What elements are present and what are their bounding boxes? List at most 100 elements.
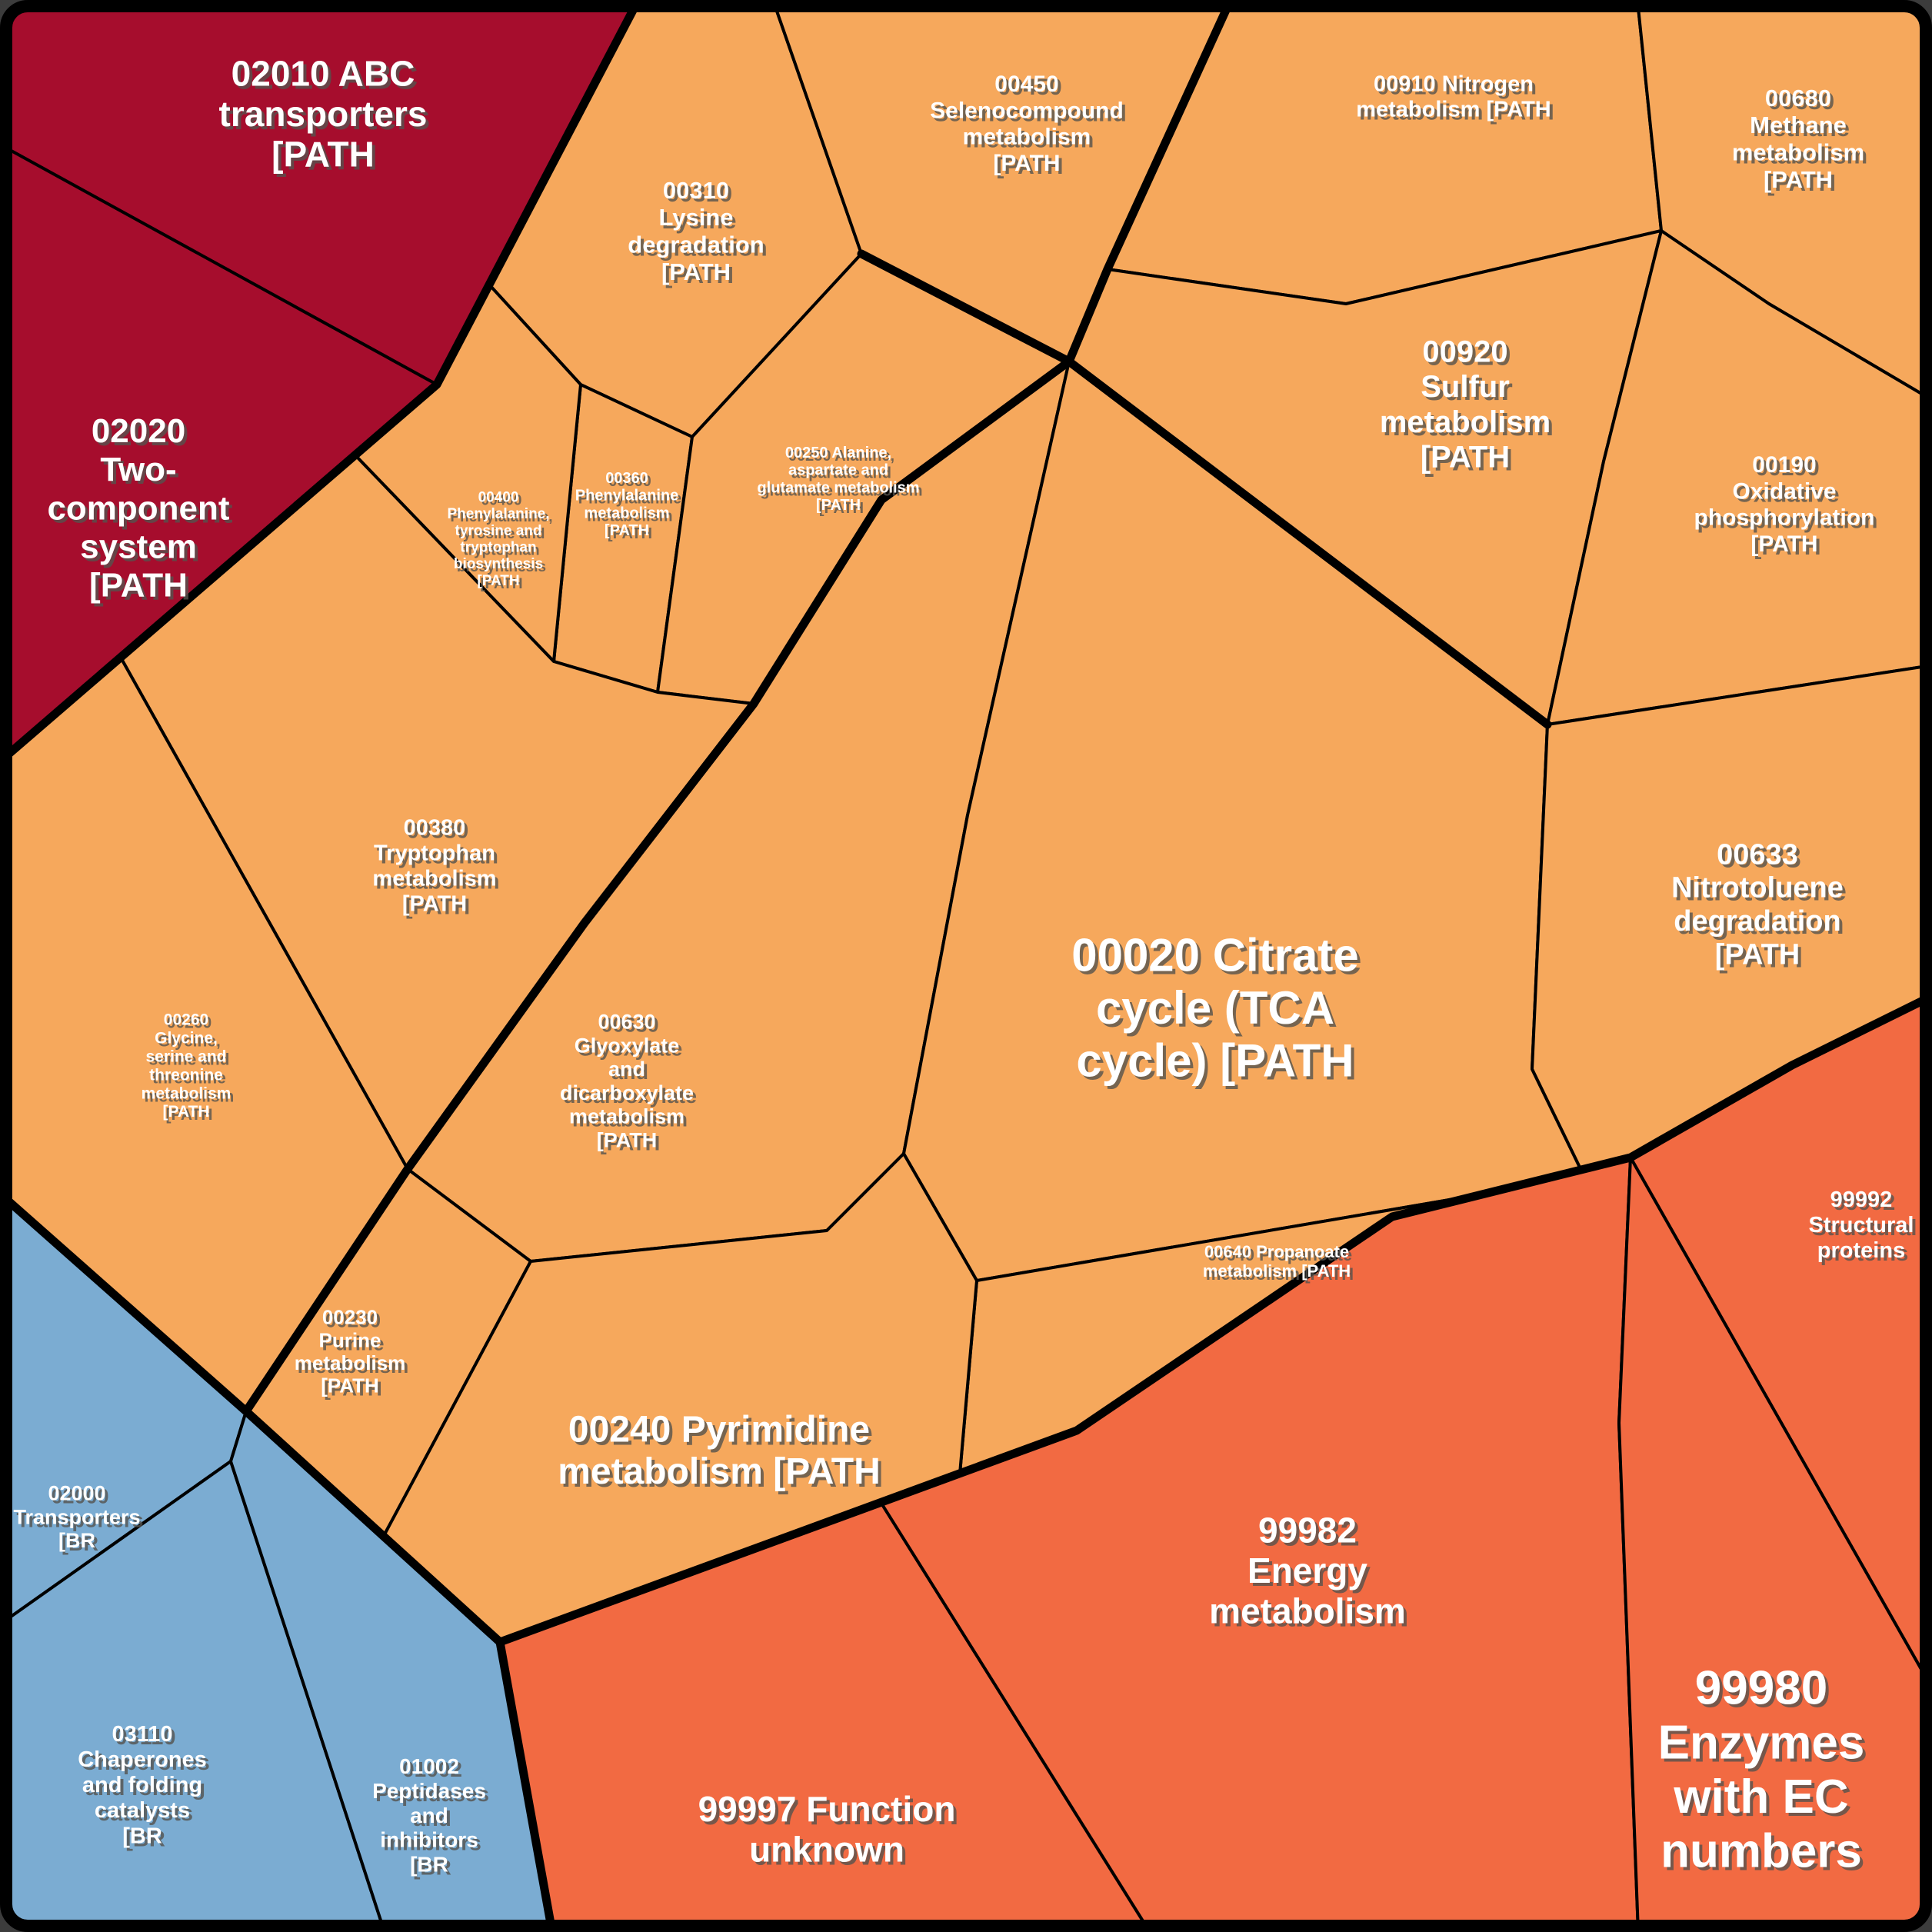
cell-label-line: [PATH bbox=[597, 1128, 657, 1151]
cell-label-line: Nitrotoluene bbox=[1674, 875, 1847, 908]
cell-label-line: metabolism [PATH bbox=[561, 1454, 884, 1495]
cell-label-line: [PATH bbox=[608, 525, 652, 542]
cell-label-line: [PATH bbox=[92, 570, 191, 608]
cell-label-line: serine and bbox=[148, 1051, 229, 1068]
cell-label-line: Phenylalanine, bbox=[447, 506, 549, 522]
cell-label-line: tyrosine and bbox=[458, 526, 545, 542]
cell-label-line: 00400 bbox=[481, 493, 522, 509]
cell-label-line: 00910 Nitrogen bbox=[1374, 72, 1534, 97]
cell-label-line: 00633 bbox=[1720, 841, 1801, 874]
cell-99980[interactable] bbox=[1617, 1156, 1932, 1932]
cell-label-line: cycle (TCA bbox=[1096, 982, 1334, 1034]
cell-label-line: system bbox=[83, 531, 200, 569]
cell-label-line: glutamate metabolism bbox=[757, 479, 919, 496]
cell-label-line: [BR bbox=[58, 1529, 95, 1552]
cell-label-line: [PATH bbox=[477, 573, 519, 589]
cell-label-line: Glyoxylate bbox=[575, 1034, 680, 1057]
cell-label-line: Tryptophan bbox=[377, 844, 498, 869]
cell-label-line: Energy bbox=[1251, 1554, 1371, 1594]
cell-00190[interactable] bbox=[1546, 229, 1932, 726]
red-group-border bbox=[6, 6, 643, 766]
cell-label-line: 00400 bbox=[478, 490, 519, 506]
cell-label-line: aspartate and bbox=[791, 465, 891, 482]
cell-label-line: [PATH bbox=[1767, 169, 1836, 196]
cell-label-shadow-00360: 00360 Phenylalanine metabolism [PATH bbox=[578, 473, 682, 542]
cell-label-00230: 00230 Purine metabolism [PATH bbox=[295, 1306, 406, 1397]
cell-label-shadow-00240: 00240 Pyrimidine metabolism [PATH bbox=[561, 1412, 884, 1495]
cell-label-line: catalysts bbox=[98, 1801, 193, 1826]
cell-label-shadow-99980: 99980 Enzymes with EC numbers bbox=[1661, 1665, 1868, 1881]
cell-label-line: [PATH bbox=[405, 895, 470, 920]
cell-label-line: [BR bbox=[410, 1853, 448, 1877]
cell-label-line: metabolism bbox=[1380, 405, 1551, 439]
cell-label-line: 99997 Function bbox=[698, 1789, 956, 1829]
cell-label-00633: 00633 Nitrotoluene degradation [PATH bbox=[1671, 838, 1844, 971]
cell-label-line: 00230 bbox=[322, 1306, 378, 1329]
cell-label-line: 00190 bbox=[1755, 455, 1819, 481]
cell-label-line: 00630 bbox=[598, 1011, 655, 1034]
cell-label-line: metabolism bbox=[569, 1105, 685, 1128]
cell-label-line: Structural bbox=[1809, 1213, 1914, 1237]
cell-label-line: Peptidases bbox=[375, 1782, 489, 1806]
cell-label-line: aspartate and bbox=[788, 462, 888, 479]
cell-label-line: [PATH bbox=[402, 892, 467, 917]
cell-label-line: 00910 Nitrogen bbox=[1377, 75, 1537, 100]
cell-label-00910: 00910 Nitrogen metabolism [PATH bbox=[1356, 72, 1551, 122]
cell-label-line: 00920 bbox=[1422, 335, 1507, 369]
cell-label-line: [PATH bbox=[275, 138, 378, 178]
cell-label-01002: 01002 Peptidases and inhibitors [BR bbox=[372, 1754, 486, 1877]
cell-label-line: and bbox=[413, 1807, 451, 1830]
cell-label-line: and folding bbox=[82, 1773, 202, 1797]
cell-label-00680: 00680 Methane metabolism [PATH bbox=[1732, 85, 1864, 193]
cell-label-line: [PATH bbox=[1421, 440, 1510, 474]
cell-label-line: cycle) [PATH bbox=[1076, 1034, 1354, 1086]
cell-label-shadow-00630: 00630 Glyoxylate and dicarboxylate metabolis… bbox=[563, 1014, 697, 1155]
cell-label-line: [PATH bbox=[162, 1103, 209, 1121]
cell-label-line: [PATH bbox=[480, 576, 522, 592]
cell-label-03110: 03110 Chaperones and folding catalysts [BR bbox=[78, 1722, 207, 1848]
cell-label-00640: 00640 Propanoate metabolism [PATH bbox=[1203, 1242, 1351, 1281]
cell-label-line: Two- bbox=[103, 454, 179, 491]
cell-label-line: numbers bbox=[1664, 1828, 1865, 1881]
cell-label-00020: 00020 Citrate cycle (TCA cycle) [PATH bbox=[1071, 930, 1359, 1087]
cell-label-line: 00020 Citrate bbox=[1074, 933, 1362, 984]
cell-label-line: transporters bbox=[222, 97, 431, 137]
cell-label-line: tryptophan bbox=[463, 542, 539, 558]
cell-label-line: metabolism [PATH bbox=[1359, 101, 1554, 125]
cell-label-line: Enzymes bbox=[1661, 1719, 1868, 1772]
cell-label-line: 00260 bbox=[164, 1011, 208, 1029]
cell-label-line: metabolism bbox=[145, 1088, 235, 1105]
cell-label-line: inhibitors bbox=[383, 1831, 481, 1855]
cell-label-line: [BR bbox=[122, 1824, 162, 1848]
cell-label-line: Transporters bbox=[16, 1508, 143, 1531]
cell-label-line: 00020 Citrate bbox=[1071, 930, 1359, 981]
cell-label-shadow-00260: 00260 Glycine, serine and threonine metaboli… bbox=[145, 1014, 235, 1124]
cell-label-02020: 02020 Two-component system [PATH bbox=[47, 412, 229, 605]
cell-label-line: [PATH bbox=[165, 1106, 212, 1124]
cell-label-line: 00640 Propanoate bbox=[1204, 1242, 1349, 1261]
cell-label-line: [PATH bbox=[1715, 938, 1800, 971]
cell-label-line: [PATH bbox=[1424, 443, 1513, 477]
cell-label-line: 00633 bbox=[1717, 838, 1798, 871]
cell-label-line: metabolism [PATH bbox=[1206, 1264, 1354, 1284]
cell-label-line: [PATH bbox=[321, 1374, 379, 1397]
cell-label-line: degradation bbox=[628, 232, 764, 258]
cell-label-line: dicarboxylate bbox=[560, 1081, 694, 1104]
cell-label-line: Glycine, bbox=[158, 1032, 221, 1050]
cell-label-line: numbers bbox=[1661, 1825, 1862, 1878]
blue-group-border bbox=[6, 1189, 557, 1926]
cell-label-line: [PATH bbox=[1754, 535, 1820, 560]
cell-label-00920: 00920 Sulfur metabolism [PATH bbox=[1380, 335, 1551, 475]
cell-label-line: metabolism [PATH bbox=[558, 1451, 881, 1492]
cell-label-line: 03110 bbox=[115, 1725, 175, 1750]
cell-03110[interactable] bbox=[0, 1460, 386, 1932]
cell-label-line: [PATH bbox=[324, 1377, 382, 1401]
cell-label-shadow-01002: 01002 Peptidases and inhibitors [BR bbox=[375, 1757, 489, 1880]
cell-label-line: 02020 bbox=[92, 412, 185, 450]
cell-label-line: [BR bbox=[413, 1856, 451, 1880]
cell-label-line: and bbox=[608, 1058, 645, 1081]
cell-label-line: and bbox=[410, 1804, 448, 1827]
cell-label-line: metabolism bbox=[1212, 1594, 1409, 1634]
